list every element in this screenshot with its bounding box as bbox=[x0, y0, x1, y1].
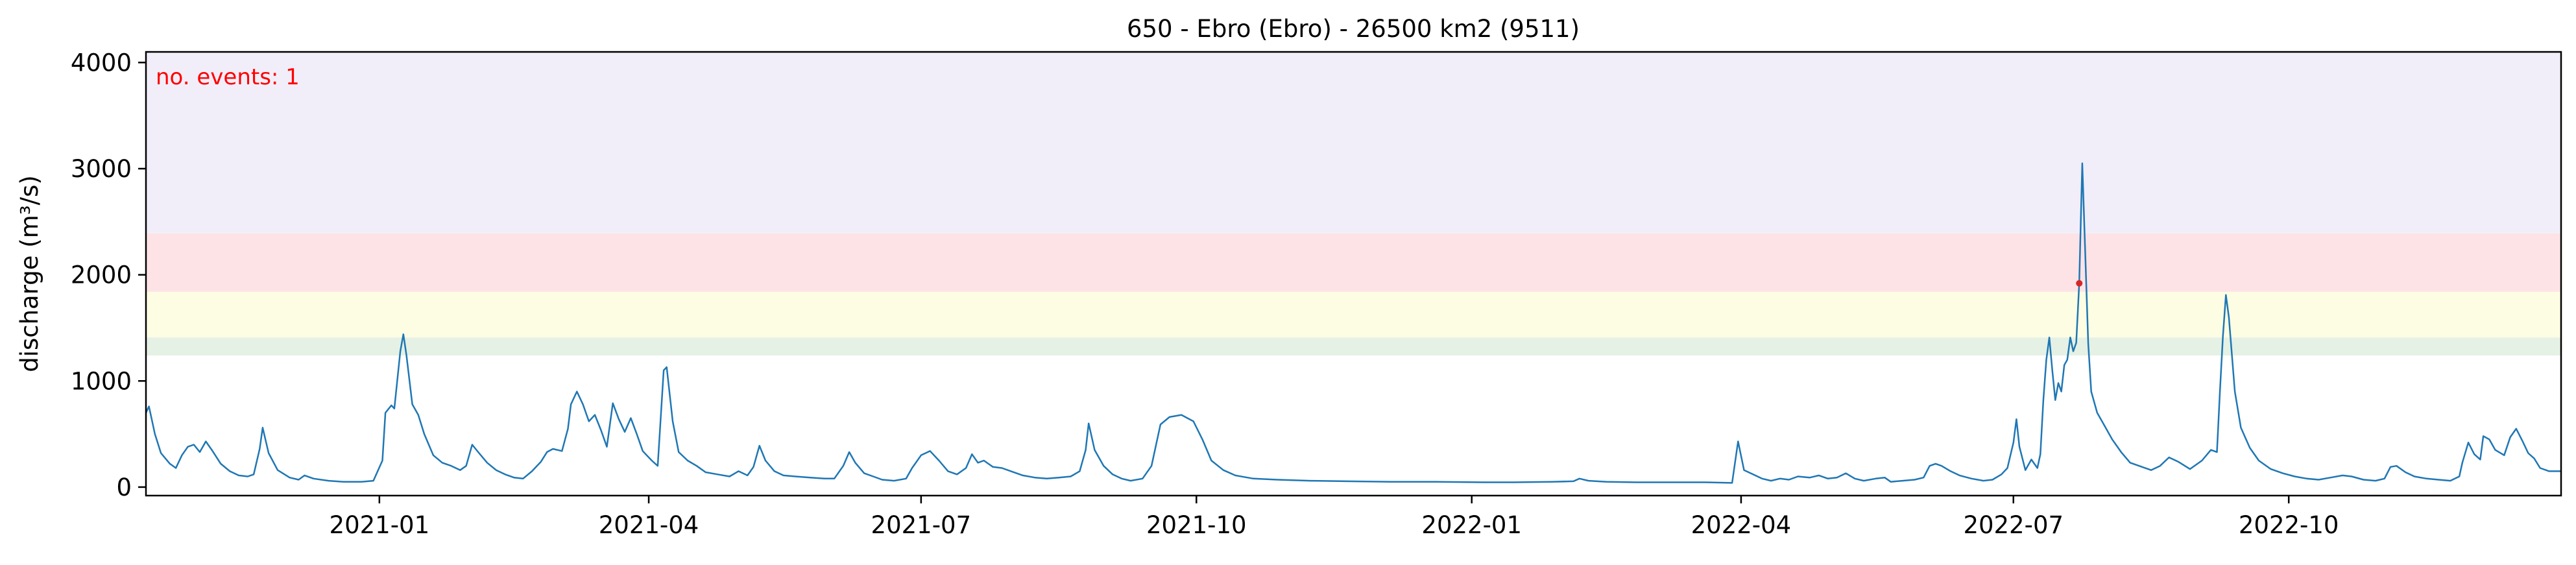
event-marker bbox=[2076, 280, 2083, 287]
series-line-discharge bbox=[145, 162, 2561, 484]
y-axis-label: discharge (m³/s) bbox=[16, 175, 43, 372]
y-tick-label: 4000 bbox=[71, 49, 132, 77]
event-count-annotation: no. events: 1 bbox=[156, 64, 300, 90]
x-tick-label: 2021-01 bbox=[330, 511, 430, 539]
band-green bbox=[146, 337, 2561, 355]
y-tick-label: 1000 bbox=[71, 367, 132, 395]
x-tick-label: 2021-04 bbox=[599, 511, 699, 539]
axes-frame bbox=[145, 51, 2562, 497]
y-axis-ticks: 0 1000 2000 3000 4000 bbox=[71, 49, 146, 501]
band-purple bbox=[146, 52, 2561, 234]
event-markers bbox=[2076, 280, 2083, 287]
x-tick-label: 2022-04 bbox=[1691, 511, 1792, 539]
x-tick-label: 2021-10 bbox=[1146, 511, 1247, 539]
x-tick-label: 2021-07 bbox=[871, 511, 972, 539]
y-tick-label: 2000 bbox=[71, 261, 132, 289]
band-red bbox=[146, 233, 2561, 292]
series-layer bbox=[145, 162, 2561, 484]
y-tick-label: 3000 bbox=[71, 155, 132, 183]
threshold-bands bbox=[146, 52, 2561, 355]
x-tick-label: 2022-01 bbox=[1421, 511, 1522, 539]
chart-title: 650 - Ebro (Ebro) - 26500 km2 (9511) bbox=[1127, 15, 1580, 43]
x-axis-ticks: 2021-01 2021-04 2021-07 2021-10 2022-01 2022-… bbox=[330, 496, 2339, 539]
x-tick-label: 2022-10 bbox=[2239, 511, 2339, 539]
x-tick-label: 2022-07 bbox=[1963, 511, 2064, 539]
band-yellow bbox=[146, 291, 2561, 338]
y-tick-label: 0 bbox=[116, 474, 132, 501]
